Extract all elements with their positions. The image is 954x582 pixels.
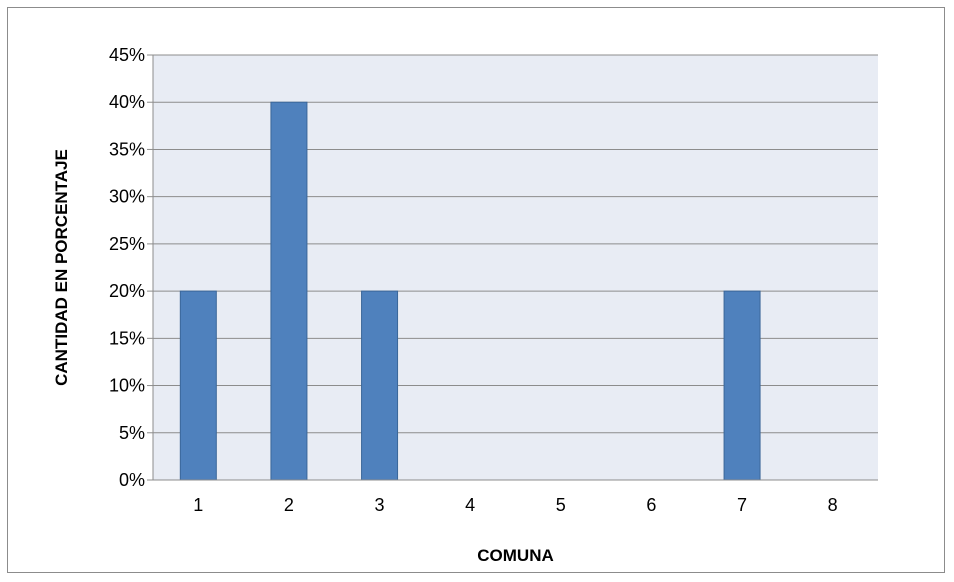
- x-tick-label: 4: [465, 495, 475, 515]
- x-tick-label: 8: [828, 495, 838, 515]
- bar-3: [361, 290, 399, 481]
- y-tick-label: 30%: [109, 187, 145, 207]
- bar-1: [179, 290, 217, 481]
- bar-2: [270, 101, 308, 481]
- x-tick-labels: 1 2 3 4 5 6 7 8: [193, 495, 837, 515]
- x-tick-label: 6: [646, 495, 656, 515]
- y-tick-label: 5%: [119, 423, 145, 443]
- x-axis-title: COMUNA: [477, 546, 554, 565]
- y-tick-label: 40%: [109, 92, 145, 112]
- axes: [152, 55, 878, 481]
- y-tick-label: 45%: [109, 45, 145, 65]
- x-tick-label: 5: [556, 495, 566, 515]
- plot-area: [153, 55, 878, 480]
- y-tick-label: 20%: [109, 281, 145, 301]
- x-tick-label: 3: [375, 495, 385, 515]
- x-tick-label: 1: [193, 495, 203, 515]
- x-tick-label: 7: [737, 495, 747, 515]
- bar-7: [723, 290, 761, 481]
- x-tick-label: 2: [284, 495, 294, 515]
- y-tick-label: 25%: [109, 234, 145, 254]
- y-tick-label: 35%: [109, 139, 145, 159]
- bar-series: [179, 101, 761, 481]
- y-tick-label: 10%: [109, 376, 145, 396]
- y-tick-label: 15%: [109, 328, 145, 348]
- y-tick-labels: 0% 5% 10% 15% 20% 25% 30% 35% 40% 45%: [109, 45, 153, 490]
- y-tick-label: 0%: [119, 470, 145, 490]
- y-axis-title: CANTIDAD EN PORCENTAJE: [52, 149, 71, 386]
